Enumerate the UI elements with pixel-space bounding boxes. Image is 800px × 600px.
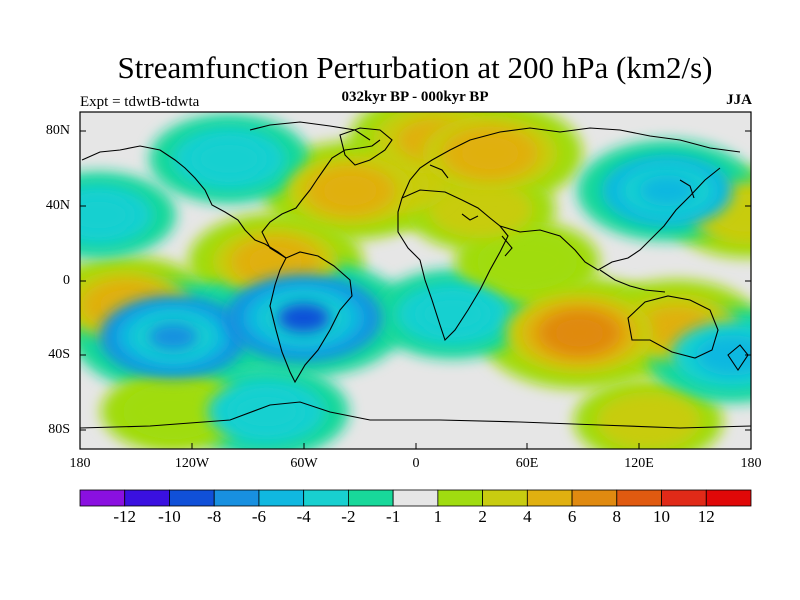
map-panel: [80, 112, 751, 449]
field-core-9-1: [231, 392, 302, 431]
colorbar-swatch-7: [392, 489, 439, 507]
lon-label-120E: 120E: [624, 456, 654, 471]
lat-label-40S: 40S: [48, 347, 70, 362]
colorbar-swatch-12: [616, 489, 662, 507]
british-isles: [429, 164, 449, 179]
mediterranean: [461, 213, 479, 221]
japan: [679, 179, 695, 199]
colorbar-swatch-6: [347, 489, 394, 507]
plot-subtitle: 032kyr BP - 000kyr BP: [341, 89, 489, 105]
colorbar-swatch-9: [482, 489, 528, 507]
lat-label-40N: 40N: [45, 198, 70, 213]
colorbar-swatch-13: [661, 489, 707, 507]
lon-label-60E: 60E: [515, 456, 539, 471]
colorbar-label: -12: [113, 507, 137, 526]
canadian-arctic: [249, 121, 371, 141]
field-core-17-2: [461, 137, 519, 170]
field-core-16-2: [639, 175, 696, 207]
field-layer: [80, 112, 751, 449]
colorbar-label: 8: [612, 507, 622, 526]
field-core-0-0: [477, 234, 578, 290]
colorbar-label: -6: [251, 507, 266, 526]
colorbar-swatch-11: [571, 489, 618, 507]
axis-ticks: [80, 130, 751, 449]
season-label: JJA: [726, 92, 752, 108]
eurasia-north-coast: [401, 127, 741, 199]
colorbar-swatch-4: [258, 489, 305, 507]
lon-label-0: 0: [412, 456, 420, 471]
field-core-20-3: [277, 303, 330, 333]
lon-label-60W: 60W: [290, 456, 318, 471]
colorbar-label: -2: [341, 507, 356, 526]
field-core-19-3: [148, 323, 198, 351]
field-core-7-1: [195, 140, 264, 178]
indonesia: [599, 269, 666, 293]
field-core-2-0: [428, 180, 533, 239]
north-america-west-coast: [81, 145, 287, 259]
coastlines: [80, 121, 751, 429]
colorbar-swatch-10: [526, 489, 573, 507]
greenland: [339, 127, 393, 166]
north-america-east-coast: [261, 139, 381, 259]
field-core-5-1: [80, 196, 132, 233]
colorbar-label: 6: [567, 507, 577, 526]
australia: [627, 295, 719, 359]
field-core-3-0: [596, 392, 701, 449]
colorbar-label: 2: [478, 507, 487, 526]
plot-title: Streamfunction Perturbation at 200 hPa (…: [117, 50, 713, 85]
colorbar-swatch-0: [79, 489, 126, 507]
field-core-8-1: [418, 295, 487, 333]
colorbar-swatch-2: [169, 489, 215, 507]
field-core-18-3: [554, 319, 605, 347]
lon-label-120W: 120W: [174, 456, 210, 471]
colorbar-label: -4: [296, 507, 311, 526]
colorbar-swatch-14: [705, 489, 752, 507]
colorbar-label: -8: [207, 507, 222, 526]
colorbar-swatch-5: [303, 489, 349, 507]
antarctica: [80, 401, 751, 429]
lon-label-180-left: 180: [69, 456, 91, 471]
colorbar-swatch-3: [213, 489, 260, 507]
colorbar-label: -10: [158, 507, 181, 526]
colorbar-label: 4: [523, 507, 532, 526]
colorbar-swatch-1: [124, 489, 170, 507]
colorbar: [79, 489, 752, 507]
arabian-peninsula: [501, 235, 513, 257]
colorbar-swatch-8: [437, 489, 484, 507]
lat-label-80N: 80N: [45, 123, 70, 138]
asia-south-coast: [499, 167, 721, 271]
colorbar-label: -1: [386, 507, 401, 526]
colorbar-label: 10: [653, 507, 671, 526]
africa: [397, 189, 509, 342]
south-america: [269, 251, 353, 384]
lat-label-0: 0: [63, 273, 70, 288]
field-core-12-1: [695, 335, 751, 376]
field-core-13-2: [323, 175, 378, 206]
experiment-label: Expt = tdwtB-tdwta: [80, 94, 200, 110]
field-core-14-2: [248, 246, 303, 277]
lat-label-80S: 80S: [48, 422, 70, 437]
lon-label-180-right: 180: [740, 456, 762, 471]
field-core-1-0: [123, 383, 224, 440]
colorbar-label: 12: [697, 507, 715, 526]
colorbar-label: 1: [433, 507, 443, 526]
